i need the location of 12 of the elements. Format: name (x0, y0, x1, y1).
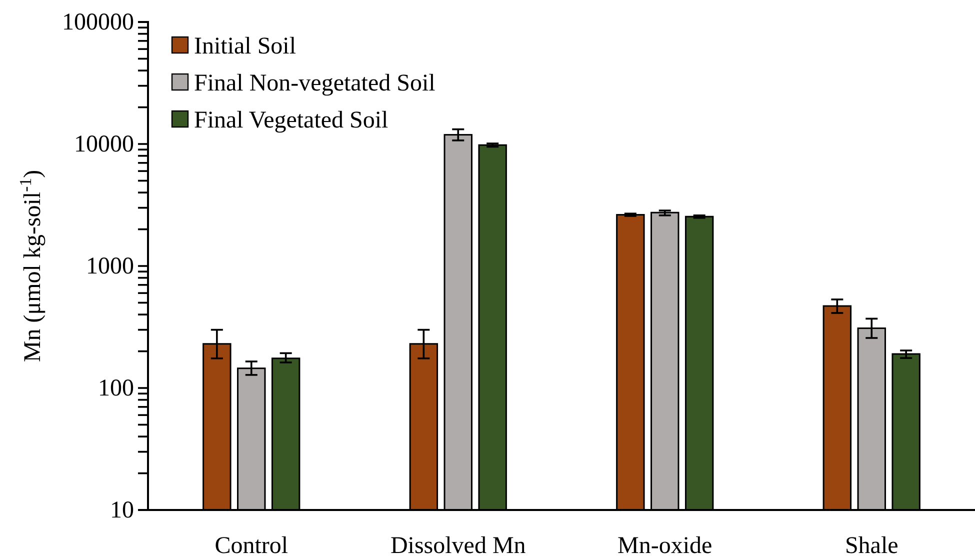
y-tick-label: 10 (110, 498, 134, 524)
x-tick-label: Control (214, 533, 288, 559)
y-tick-label: 10000 (74, 132, 134, 158)
y-tick-label: 100 (98, 376, 134, 402)
y-tick-label: 100000 (62, 10, 134, 36)
legend-label: Final Vegetated Soil (194, 107, 389, 134)
y-tick-label: 1000 (86, 254, 134, 280)
x-tick-label: Dissolved Mn (390, 533, 526, 559)
legend-label: Final Non-vegetated Soil (194, 70, 436, 96)
legend-label: Initial Soil (194, 33, 296, 60)
x-tick-label: Shale (844, 533, 898, 559)
x-tick-label: Mn-oxide (618, 533, 712, 559)
